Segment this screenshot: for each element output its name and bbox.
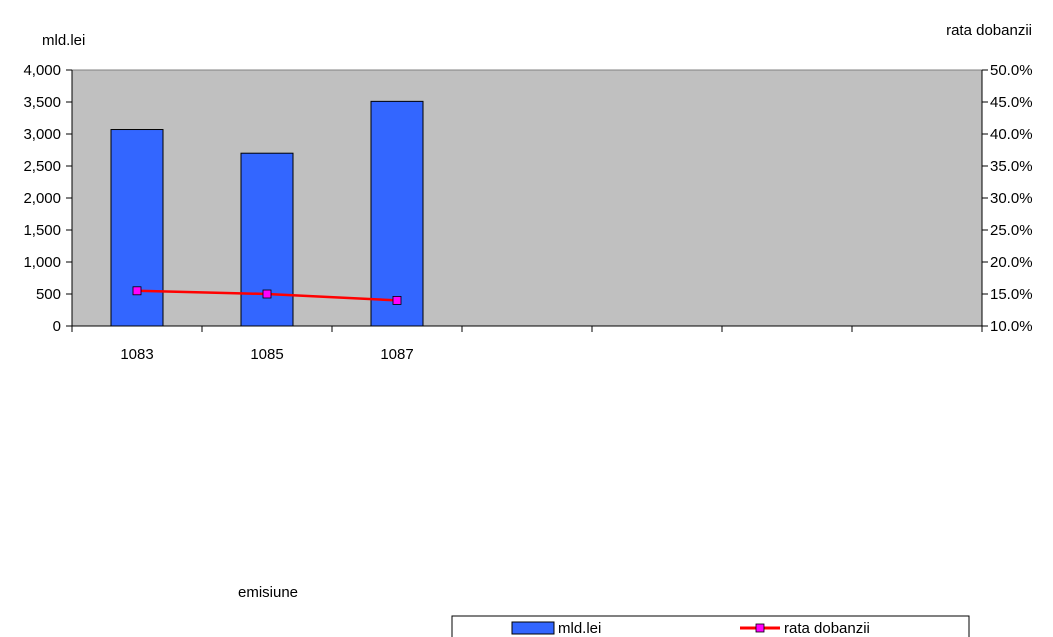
right-tick-label: 45.0% — [990, 94, 1033, 111]
right-tick-label: 35.0% — [990, 158, 1033, 175]
x-tick-label: 1083 — [120, 346, 153, 363]
bar-1083 — [110, 129, 164, 327]
legend-label-mld-lei: mld.lei — [558, 620, 601, 637]
right-tick-label: 40.0% — [990, 126, 1033, 143]
right-tick-label: 30.0% — [990, 190, 1033, 207]
line-point-1085 — [262, 289, 272, 299]
left-tick-label: 3,000 — [23, 126, 61, 143]
x-tick-label: 1087 — [380, 346, 413, 363]
right-tick-label: 25.0% — [990, 222, 1033, 239]
legend: mld.lei rata dobanzii — [451, 615, 970, 637]
left-tick-label: 0 — [53, 318, 61, 335]
plot-area — [71, 69, 983, 327]
x-tick-label: 1085 — [250, 346, 283, 363]
right-y-ticks: 10.0% 15.0% 20.0% 25.0% 30.0% 35.0% 40.0% 45.0%… — [982, 62, 1033, 335]
y-axis-right-label: rata dobanzii — [946, 22, 1032, 39]
legend-label-rata: rata dobanzii — [784, 620, 870, 637]
left-tick-label: 2,500 — [23, 158, 61, 175]
legend-box — [451, 615, 970, 637]
right-tick-label: 50.0% — [990, 62, 1033, 79]
line-series-group — [132, 286, 402, 305]
line-point-1087 — [392, 295, 402, 305]
bars-group — [110, 100, 424, 327]
left-tick-label: 1,000 — [23, 254, 61, 271]
legend-swatch-mld-lei — [511, 621, 555, 635]
right-tick-label: 10.0% — [990, 318, 1033, 335]
legend-marker-rata — [755, 623, 765, 633]
line-point-1083 — [132, 286, 142, 296]
left-tick-label: 1,500 — [23, 222, 61, 239]
y-axis-left-label: mld.lei — [42, 32, 85, 49]
x-ticks: 1083 1085 1087 — [71, 326, 983, 363]
bar-1085 — [240, 152, 294, 327]
left-y-ticks: 0 500 1,000 1,500 2,000 2,500 3,000 3,500 4,000 — [23, 62, 72, 335]
left-tick-label: 4,000 — [23, 62, 61, 79]
left-tick-label: 2,000 — [23, 190, 61, 207]
x-axis-label: emisiune — [238, 584, 298, 601]
left-tick-label: 500 — [36, 286, 61, 303]
right-tick-label: 20.0% — [990, 254, 1033, 271]
bar-1087 — [370, 100, 424, 327]
left-tick-label: 3,500 — [23, 94, 61, 111]
right-tick-label: 15.0% — [990, 286, 1033, 303]
